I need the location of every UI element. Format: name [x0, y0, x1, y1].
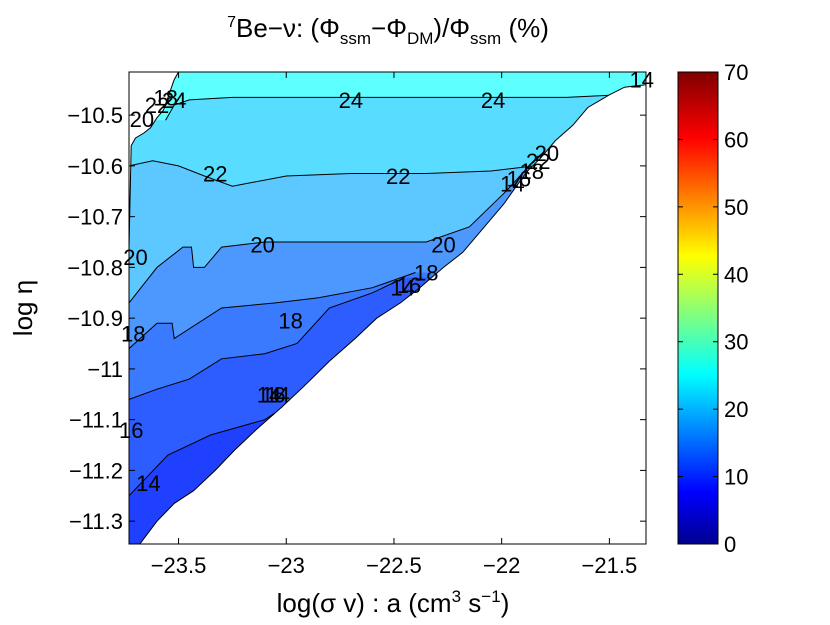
contour-label-24: 24: [339, 88, 363, 113]
contour-label-18: 18: [520, 159, 544, 184]
colorbar-tick-label: 10: [724, 465, 748, 490]
colorbar-gradient: [677, 71, 719, 545]
colorbar-tick-label: 70: [724, 60, 748, 85]
x-tick-label: −21.5: [582, 553, 638, 578]
x-axis-label: log(σ v) : a (cm3 s−1): [277, 587, 510, 618]
colorbar: 0 10 20 30 40 50 60 70: [677, 60, 748, 557]
contour-label-16: 16: [261, 382, 285, 407]
contour-label-20: 20: [130, 107, 154, 132]
colorbar-tick-label: 0: [724, 532, 736, 557]
contour-label-14: 14: [265, 382, 289, 407]
contour-label-16: 16: [119, 418, 143, 443]
contour-label-18: 18: [414, 261, 438, 286]
x-tick-label: −22.5: [366, 553, 422, 578]
contour-line-16: [129, 277, 405, 400]
y-tick-label: −10.9: [67, 306, 123, 331]
colorbar-tick-label: 50: [724, 195, 748, 220]
contour-label-14: 14: [629, 68, 653, 93]
contour-label-24: 24: [481, 88, 505, 113]
contour-label-22: 22: [526, 149, 550, 174]
contour-label-16: 16: [397, 273, 421, 298]
y-tick-label: −11.3: [69, 509, 123, 534]
y-tick-label: −11.2: [69, 458, 123, 483]
chart-title: 7Be−ν: (Φssm−ΦDM)/Φssm (%): [227, 13, 549, 48]
y-tick-label: −11.1: [69, 408, 123, 433]
contour-band-22-24: [129, 72, 646, 187]
y-axis-label: log η: [8, 280, 38, 336]
y-tick-label: −11: [87, 357, 123, 382]
contour-label-18: 18: [121, 321, 145, 346]
contour-label-20: 20: [431, 233, 455, 258]
contour-label-20: 20: [250, 233, 274, 258]
y-tick-label: −10.8: [67, 255, 123, 280]
contour-label-16: 16: [507, 167, 531, 192]
contour-label-20: 20: [123, 245, 147, 270]
colorbar-tick-label: 60: [724, 127, 748, 152]
colorbar-tick-label: 20: [724, 397, 748, 422]
contour-label-22: 22: [145, 93, 169, 118]
x-tick-label: −22: [483, 553, 520, 578]
contour-line-22: [129, 160, 535, 187]
x-tick-label: −23: [268, 553, 305, 578]
y-tick-label: −10.7: [67, 205, 123, 230]
y-tick-label: −10.6: [67, 154, 123, 179]
contour-label-14: 14: [257, 382, 281, 407]
contour-label-14: 14: [390, 276, 414, 301]
y-axis-ticks: −10.5 −10.6 −10.7 −10.8 −10.9 −11 −11.1 −11.2 −1…: [67, 103, 646, 534]
contour-band-24-26: [129, 72, 646, 121]
contour-label-14: 14: [500, 172, 524, 197]
x-tick-label: −23.5: [151, 553, 207, 578]
contour-line-20: [129, 155, 539, 304]
plot-frame: [128, 71, 647, 545]
x-axis-ticks: −23.5 −23 −22.5 −22 −21.5: [151, 72, 638, 578]
contour-line-24: [165, 94, 621, 121]
contour-label-24: 24: [162, 88, 186, 113]
contour-lines: [129, 94, 621, 497]
colorbar-tick-label: 40: [724, 262, 748, 287]
colorbar-ticks: 0 10 20 30 40 50 60 70: [678, 60, 748, 557]
contour-label-22: 22: [386, 164, 410, 189]
contour-label-18: 18: [278, 309, 302, 334]
colorbar-tick-label: 30: [724, 330, 748, 355]
contour-label-20: 20: [535, 141, 559, 166]
contour-line-18: [129, 272, 416, 349]
contour-label-22: 22: [203, 162, 227, 187]
contour-label-14: 14: [136, 471, 160, 496]
domain-edge: [129, 72, 646, 544]
contour-label-18: 18: [153, 85, 177, 110]
y-tick-label: −10.5: [67, 103, 123, 128]
